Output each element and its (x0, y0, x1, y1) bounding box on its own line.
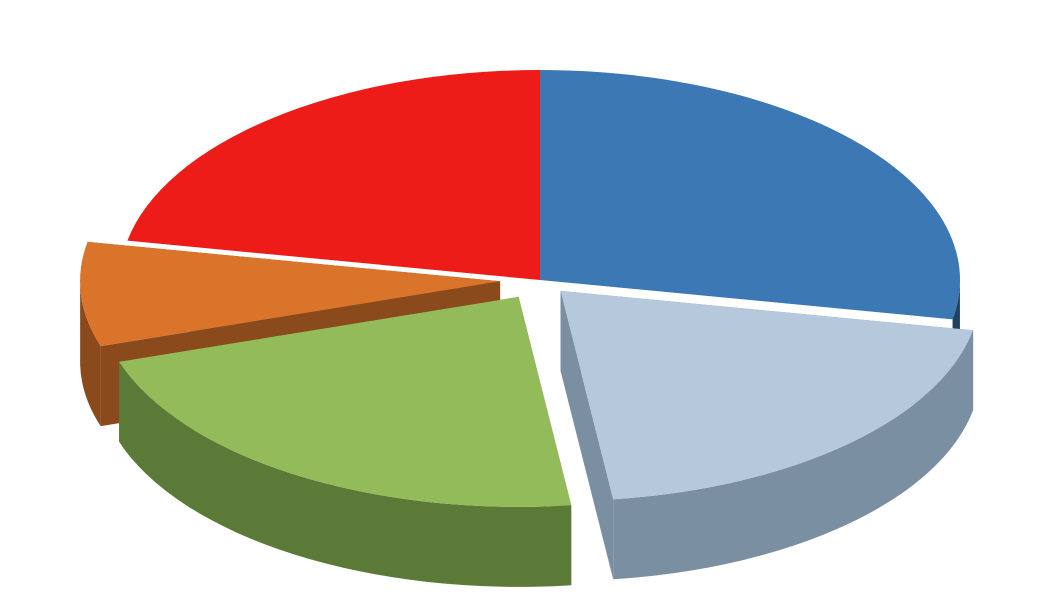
pie-slice-blue-top (540, 70, 960, 319)
pie-slice-red-top (127, 70, 540, 280)
pie-chart-3d (0, 0, 1041, 598)
pie-chart-svg (0, 0, 1041, 598)
